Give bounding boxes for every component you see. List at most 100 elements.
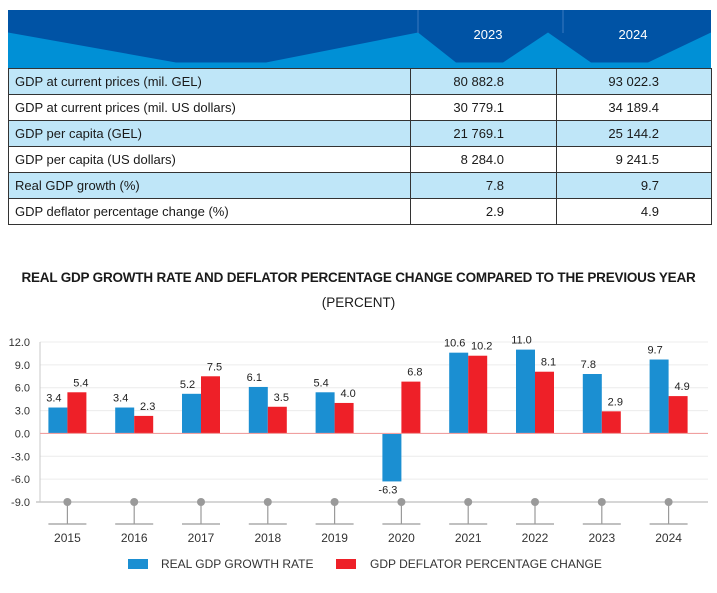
header-year-2023: 2023 <box>474 27 503 42</box>
x-marker-dot <box>464 498 473 506</box>
bar-gdp-deflator <box>668 396 688 434</box>
y-tick-label: 9.0 <box>15 360 30 372</box>
bar-real-gdp-growth <box>382 433 402 482</box>
bar-real-gdp-growth <box>582 374 602 434</box>
x-tick-label: 2018 <box>254 531 281 545</box>
x-tick-label: 2022 <box>522 531 549 545</box>
row-label: GDP deflator percentage change (%) <box>8 198 411 225</box>
bar-gdp-deflator <box>334 402 354 434</box>
x-tick-label: 2021 <box>455 531 482 545</box>
header-year-2024: 2024 <box>619 27 648 42</box>
data-label: 7.8 <box>581 359 596 371</box>
data-label: 4.0 <box>340 388 355 400</box>
data-label: -6.3 <box>378 484 397 496</box>
data-label: 10.2 <box>471 341 492 353</box>
x-tick-label: 2024 <box>655 531 682 545</box>
value-2023: 21 769.1 <box>410 120 557 147</box>
value-2023: 80 882.8 <box>410 68 557 95</box>
value-2024: 9 241.5 <box>556 146 712 173</box>
x-tick-label: 2015 <box>54 531 81 545</box>
bar-chart: 12.0 9.0 6.0 3.0 0.0 -3.0 -6.0 -9.0 3.4 5.4 3.4 2.… <box>9 335 708 571</box>
data-label: 3.5 <box>274 392 289 404</box>
row-label: GDP per capita (GEL) <box>8 120 411 147</box>
table-row: GDP per capita (GEL) 21 769.1 25 144.2 <box>8 120 712 147</box>
x-tick-label: 2017 <box>188 531 215 545</box>
table-header: 2023 2024 <box>8 10 711 68</box>
gdp-summary-table: 2023 2024 GDP at current prices (mil. GE… <box>8 10 712 225</box>
gdp-table: GDP at current prices (mil. GEL) 80 882.8… <box>8 68 712 225</box>
row-label: GDP per capita (US dollars) <box>8 146 411 173</box>
data-label: 5.4 <box>73 377 88 389</box>
value-2023: 8 284.0 <box>410 146 557 173</box>
data-label: 4.9 <box>674 381 689 393</box>
x-tick-label: 2019 <box>321 531 348 545</box>
y-tick-label: 12.0 <box>9 337 30 349</box>
data-label: 6.8 <box>407 367 422 379</box>
x-marker-dot <box>63 498 72 506</box>
table-row: Real GDP growth (%) 7.8 9.7 <box>8 172 712 199</box>
table-row: GDP per capita (US dollars) 8 284.0 9 241.… <box>8 146 712 173</box>
value-2024: 4.9 <box>556 198 712 225</box>
x-tick-label: 2020 <box>388 531 415 545</box>
bar-real-gdp-growth <box>649 359 669 434</box>
bar-gdp-deflator <box>401 381 421 434</box>
legend-swatch-gdp-deflator <box>336 559 356 569</box>
x-marker-dot <box>597 498 606 506</box>
y-tick-label: -9.0 <box>11 497 30 509</box>
data-label: 10.6 <box>444 338 465 350</box>
row-label: GDP at current prices (mil. GEL) <box>8 68 411 95</box>
table-row: GDP deflator percentage change (%) 2.9 4.9 <box>8 198 712 225</box>
value-2024: 9.7 <box>556 172 712 199</box>
data-label: 6.1 <box>247 372 262 384</box>
value-2023: 2.9 <box>410 198 557 225</box>
x-marker-dot <box>197 498 205 506</box>
row-label: Real GDP growth (%) <box>8 172 411 199</box>
data-label: 5.4 <box>313 377 328 389</box>
bar-gdp-deflator <box>601 411 621 434</box>
data-label: 7.5 <box>207 361 222 373</box>
bar-real-gdp-growth <box>182 393 201 434</box>
data-label: 5.2 <box>180 379 195 391</box>
y-tick-label: 0.0 <box>15 428 30 440</box>
value-2024: 34 189.4 <box>556 94 712 121</box>
data-label: 2.3 <box>140 401 155 413</box>
x-marker-dot <box>397 498 406 506</box>
x-marker-dot <box>330 498 339 506</box>
chart-title: REAL GDP GROWTH RATE AND DEFLATOR PERCEN… <box>21 270 696 285</box>
y-tick-label: -6.0 <box>11 474 30 486</box>
bar-real-gdp-growth <box>248 386 268 434</box>
table-row: GDP at current prices (mil. GEL) 80 882.8… <box>8 68 712 95</box>
legend-label-real-gdp-growth: REAL GDP GROWTH RATE <box>161 557 313 571</box>
data-label: 3.4 <box>46 393 61 405</box>
bar-gdp-deflator <box>201 376 220 434</box>
x-tick-label: 2016 <box>121 531 148 545</box>
x-tick-label: 2023 <box>588 531 615 545</box>
value-2023: 30 779.1 <box>410 94 557 121</box>
x-marker-dot <box>263 498 272 506</box>
y-tick-label: -3.0 <box>11 451 30 463</box>
bar-real-gdp-growth <box>449 352 469 434</box>
bar-real-gdp-growth <box>516 349 535 434</box>
data-label: 8.1 <box>541 357 556 369</box>
x-marker-dot <box>664 498 673 506</box>
x-marker-dot <box>531 498 539 506</box>
row-label: GDP at current prices (mil. US dollars) <box>8 94 411 121</box>
value-2023: 7.8 <box>410 172 557 199</box>
header-dark-shape <box>8 10 711 63</box>
data-label: 3.4 <box>113 393 128 405</box>
y-tick-label: 3.0 <box>15 406 30 418</box>
value-2024: 25 144.2 <box>556 120 712 147</box>
bar-real-gdp-growth <box>115 407 135 434</box>
legend-label-gdp-deflator: GDP DEFLATOR PERCENTAGE CHANGE <box>370 557 602 571</box>
x-marker-dot <box>130 498 139 506</box>
bar-gdp-deflator <box>267 406 287 434</box>
bar-gdp-deflator <box>468 355 488 434</box>
data-label: 11.0 <box>511 335 532 347</box>
bar-real-gdp-growth <box>48 407 68 434</box>
bar-gdp-deflator <box>134 415 154 434</box>
bar-gdp-deflator <box>535 371 554 434</box>
data-label: 9.7 <box>647 345 662 357</box>
bar-real-gdp-growth <box>315 392 335 434</box>
table-row: GDP at current prices (mil. US dollars) 3… <box>8 94 712 121</box>
value-2024: 93 022.3 <box>556 68 712 95</box>
